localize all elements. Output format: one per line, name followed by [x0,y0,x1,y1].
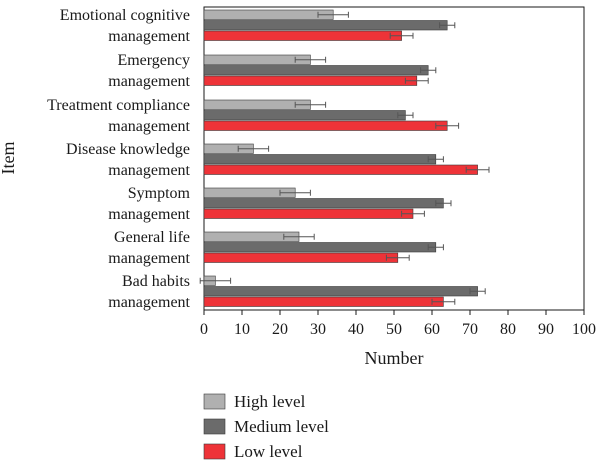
bar-high-level-0 [203,9,334,20]
x-tick-label-0: 0 [200,321,208,338]
bar-medium-level-4 [203,198,444,209]
bars-layer [199,9,490,307]
x-tick-label-1: 10 [234,321,250,338]
x-tick-label-7: 70 [462,321,478,338]
y-axis-title: Item [0,142,18,175]
bar-high-level-2 [203,99,311,110]
category-label-5-line-0: General life [114,229,190,246]
bar-low-level-4 [203,208,414,219]
bar-medium-level-0 [203,20,448,31]
category-label-5-line-1: management [108,250,190,267]
bar-low-level-2 [203,120,448,131]
category-label-6-line-1: management [108,294,190,311]
bar-medium-level-1 [203,65,429,76]
x-tick-label-9: 90 [538,321,554,338]
bar-low-level-0 [203,30,402,41]
x-axis: 0 10 20 30 40 50 60 70 80 90 100 [200,310,596,338]
category-label-2-line-1: management [108,118,190,135]
category-label-4-line-1: management [108,206,190,223]
legend-label-medium-level: Medium level [234,417,329,436]
legend-label-low-level: Low level [234,442,303,461]
legend-swatch-medium-level [203,418,226,435]
category-label-6-line-0: Bad habits [122,273,190,290]
category-label-3-line-1: management [108,162,190,179]
x-tick-label-5: 50 [386,321,402,338]
x-tick-label-8: 80 [500,321,516,338]
x-axis-title: Number [365,348,424,368]
x-tick-label-6: 60 [424,321,440,338]
x-tick-label-2: 20 [272,321,288,338]
bar-medium-level-6 [203,286,478,297]
category-label-2-line-0: Treatment compliance [47,97,190,114]
bar-low-level-6 [203,296,444,307]
x-tick-label-3: 30 [310,321,326,338]
bar-low-level-1 [203,75,418,86]
category-label-1-line-0: Emergency [117,52,190,69]
legend: High level Medium level Low level [203,392,329,461]
category-labels: Emotional cognitive management Emergency ma… [47,7,190,311]
legend-label-high-level: High level [234,392,306,411]
category-label-0-line-1: management [108,28,190,45]
legend-swatch-low-level [203,443,226,460]
category-label-3-line-0: Disease knowledge [66,141,190,158]
x-tick-label-4: 40 [348,321,364,338]
category-label-0-line-0: Emotional cognitive [60,7,190,24]
x-tick-label-10: 100 [572,321,596,338]
category-label-1-line-1: management [108,73,190,90]
bar-medium-level-5 [203,242,437,253]
category-label-4-line-0: Symptom [128,185,191,202]
bar-medium-level-3 [203,154,437,165]
legend-swatch-high-level [203,393,226,410]
bar-low-level-3 [203,164,478,175]
bar-medium-level-2 [203,110,406,121]
bar-high-level-1 [203,54,311,65]
bar-low-level-5 [203,252,399,263]
